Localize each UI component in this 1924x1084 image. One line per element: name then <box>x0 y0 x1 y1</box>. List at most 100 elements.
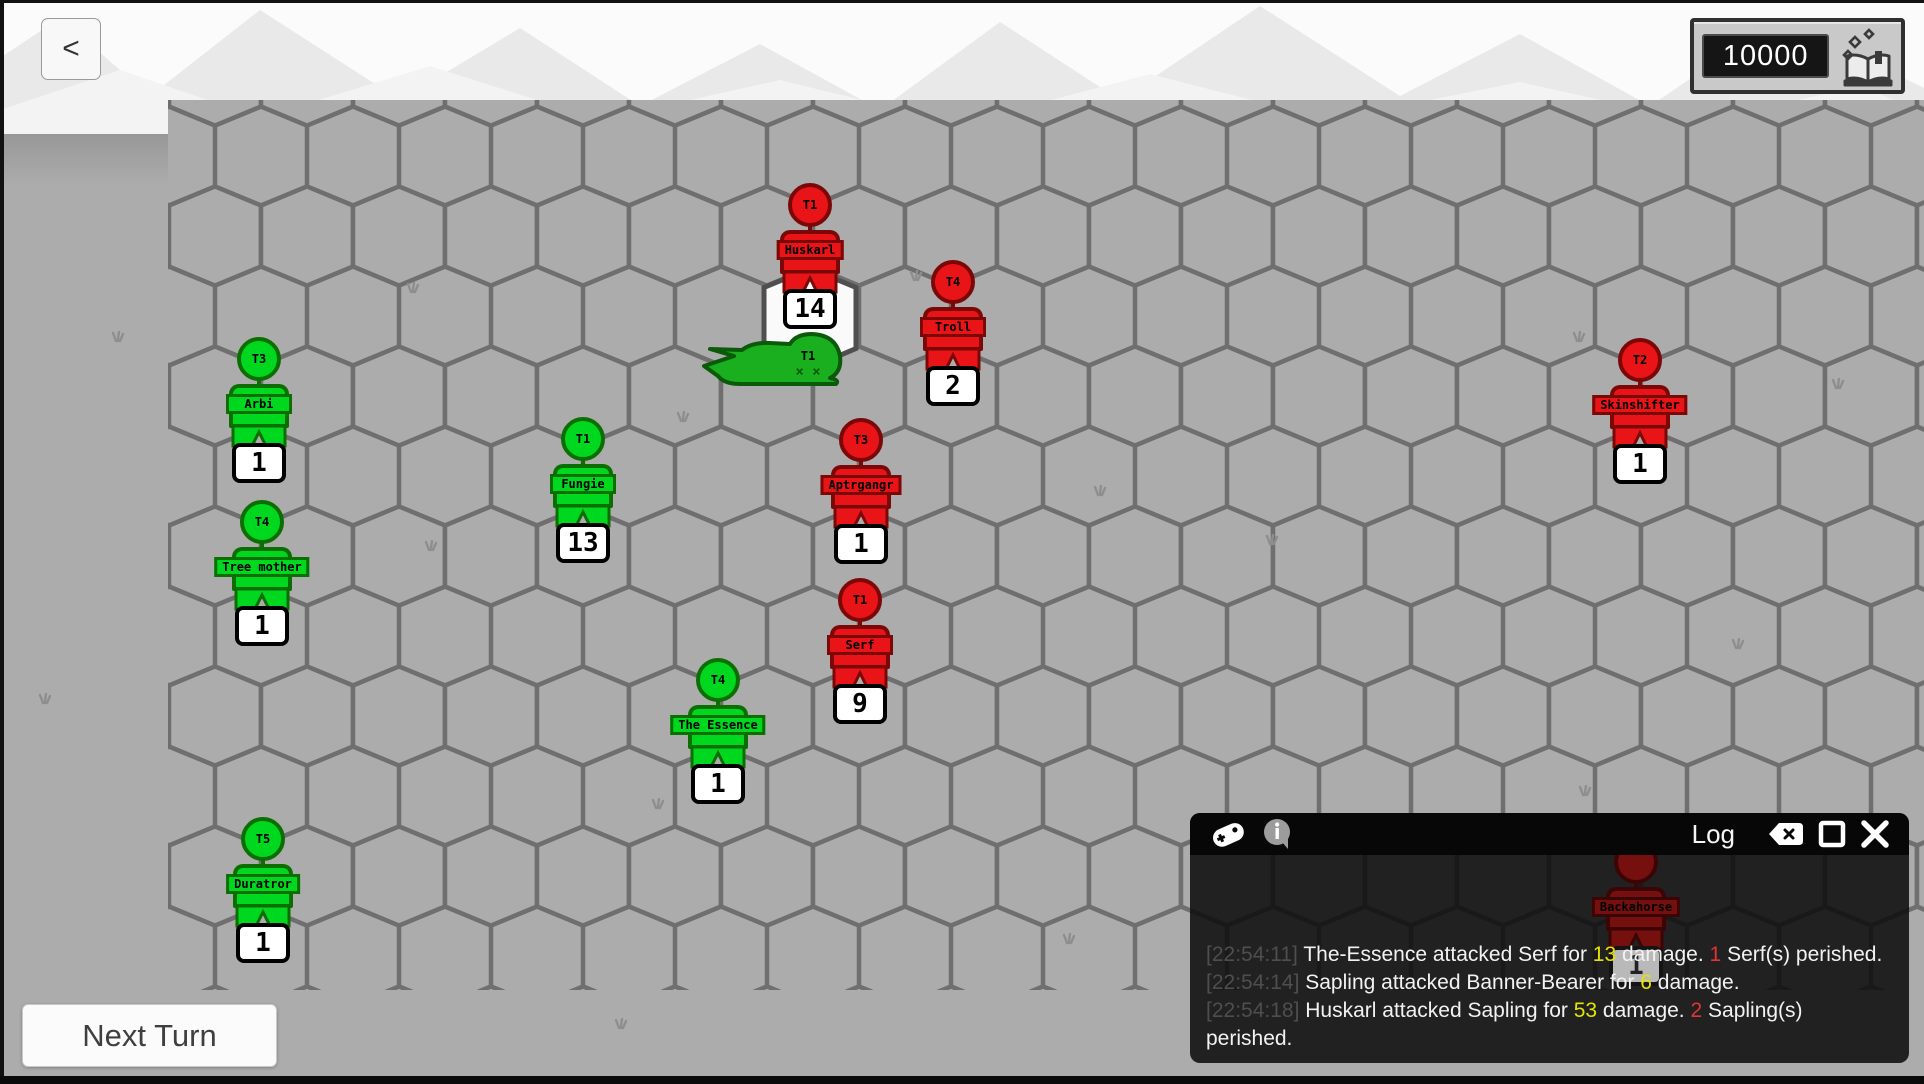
unit-head: T4 <box>931 260 975 304</box>
unit-serf[interactable]: T1 Serf 9 <box>808 578 912 724</box>
grass-tuft-icon <box>614 1018 628 1030</box>
unit-neck <box>716 700 720 706</box>
frame-edge-top <box>0 0 1924 3</box>
unit-troll[interactable]: T4 Troll 2 <box>901 260 1005 406</box>
unit-aptrgangr[interactable]: T3 Aptrgangr 1 <box>809 418 913 564</box>
unit-neck <box>581 459 585 465</box>
unit-tier-badge: T4 <box>945 275 961 289</box>
unit-count: 9 <box>833 684 887 724</box>
unit-count: 1 <box>236 923 290 963</box>
grass-tuft-icon <box>111 331 125 343</box>
unit-neck <box>951 302 955 308</box>
unit-neck <box>858 620 862 626</box>
unit-neck <box>257 379 261 385</box>
mountains-art <box>0 0 1924 134</box>
unit-tier-badge: T4 <box>254 515 270 529</box>
unit-head: T1 <box>561 417 605 461</box>
unit-head: T1 <box>788 183 832 227</box>
unit-count: 1 <box>235 606 289 646</box>
unit-skinshifter[interactable]: T2 Skinshifter 1 <box>1588 338 1692 484</box>
unit-huskarl[interactable]: T1 Huskarl 14 <box>758 183 862 329</box>
grass-tuft-icon <box>1062 933 1076 945</box>
unit-name-plate: Duratror <box>226 874 300 894</box>
log-segment: Sapling attacked Banner-Bearer for <box>1305 971 1641 994</box>
log-segment: Sapling(s) perished. <box>1206 999 1809 1050</box>
corpse-sapling: T1 × × <box>702 332 843 386</box>
log-segment: The-Essence attacked Serf for <box>1303 943 1593 966</box>
unit-head: T3 <box>839 418 883 462</box>
unit-count: 1 <box>834 524 888 564</box>
grass-tuft-icon <box>1093 485 1107 497</box>
unit-tier-badge: T3 <box>853 433 869 447</box>
info-icon[interactable] <box>1260 817 1296 851</box>
svg-text:T1: T1 <box>801 349 815 363</box>
frame-edge-bottom <box>0 1076 1924 1084</box>
grass-tuft-icon <box>1265 534 1279 546</box>
ground-gradient <box>0 134 1924 186</box>
unit-tier-badge: T5 <box>255 832 271 846</box>
unit-name-plate: Arbi <box>226 394 292 414</box>
log-segment: [22:54:11] <box>1206 943 1304 966</box>
log-entry: [22:54:11] The-Essence attacked Serf for… <box>1206 941 1893 969</box>
log-segment: damage. <box>1616 943 1710 966</box>
unit-count: 2 <box>926 366 980 406</box>
log-panel: [22:54:11] The-Essence attacked Serf for… <box>1190 813 1909 1063</box>
unit-name-plate: Tree mother <box>214 557 310 577</box>
unit-name-plate: Fungie <box>550 474 616 494</box>
close-icon[interactable] <box>1859 819 1891 849</box>
log-segment: 1 <box>1709 943 1722 966</box>
grass-tuft-icon <box>424 540 438 552</box>
log-entry: [22:54:18] Huskarl attacked Sapling for … <box>1206 997 1893 1053</box>
backspace-icon[interactable] <box>1767 821 1805 847</box>
grass-tuft-icon <box>1578 785 1592 797</box>
resource-amount: 10000 <box>1702 34 1830 78</box>
svg-text:× ×: × × <box>795 364 820 380</box>
unit-fungie[interactable]: T1 Fungie 13 <box>531 417 635 563</box>
unit-tier-badge: T4 <box>710 673 726 687</box>
gamepad-icon[interactable] <box>1208 818 1248 850</box>
grass-tuft-icon <box>406 282 420 294</box>
log-segment: 6 <box>1640 971 1652 994</box>
unit-tree-mother[interactable]: T4 Tree mother 1 <box>210 500 314 646</box>
grass-tuft-icon <box>38 693 52 705</box>
unit-count: 1 <box>232 443 286 483</box>
resource-panel: 10000 <box>1690 18 1905 94</box>
mountains-backdrop <box>0 0 1924 134</box>
unit-neck <box>1638 380 1642 386</box>
unit-name-plate: Troll <box>920 317 986 337</box>
back-button[interactable]: < <box>41 18 101 80</box>
grass-tuft-icon <box>676 411 690 423</box>
frame-edge-left <box>0 0 4 1084</box>
unit-the-essence[interactable]: T4 The Essence 1 <box>666 658 770 804</box>
log-segment: 2 <box>1690 999 1703 1022</box>
next-turn-button[interactable]: Next Turn <box>22 1004 277 1067</box>
grass-tuft-icon <box>1831 378 1845 390</box>
unit-arbi[interactable]: T3 Arbi 1 <box>207 337 311 483</box>
maximize-icon[interactable] <box>1817 820 1847 848</box>
unit-duratror[interactable]: T5 Duratror 1 <box>211 817 315 963</box>
grass-tuft-icon <box>1572 331 1586 343</box>
log-segment: Huskarl attacked Sapling for <box>1305 999 1574 1022</box>
unit-name-plate: The Essence <box>670 715 766 735</box>
unit-neck <box>261 859 265 865</box>
log-segment: 53 <box>1573 999 1598 1022</box>
unit-count: 14 <box>783 289 837 329</box>
log-entry: [22:54:14] Sapling attacked Banner-Beare… <box>1206 969 1893 997</box>
unit-neck <box>260 542 264 548</box>
log-segment: damage. <box>1651 971 1740 994</box>
unit-tier-badge: T1 <box>575 432 591 446</box>
unit-name-plate: Skinshifter <box>1592 395 1688 415</box>
unit-tier-badge: T1 <box>852 593 868 607</box>
unit-name-plate: Aptrgangr <box>820 475 902 495</box>
log-segment: damage. <box>1597 999 1691 1022</box>
unit-count: 1 <box>1613 444 1667 484</box>
log-segment: [22:54:14] <box>1206 971 1306 994</box>
unit-tier-badge: T1 <box>802 198 818 212</box>
unit-count: 1 <box>691 764 745 804</box>
unit-head: T5 <box>241 817 285 861</box>
unit-name-plate: Huskarl <box>776 240 844 260</box>
grass-tuft-icon <box>651 798 665 810</box>
log-body: [22:54:11] The-Essence attacked Serf for… <box>1190 855 1909 1063</box>
spellbook-icon[interactable] <box>1835 23 1901 89</box>
